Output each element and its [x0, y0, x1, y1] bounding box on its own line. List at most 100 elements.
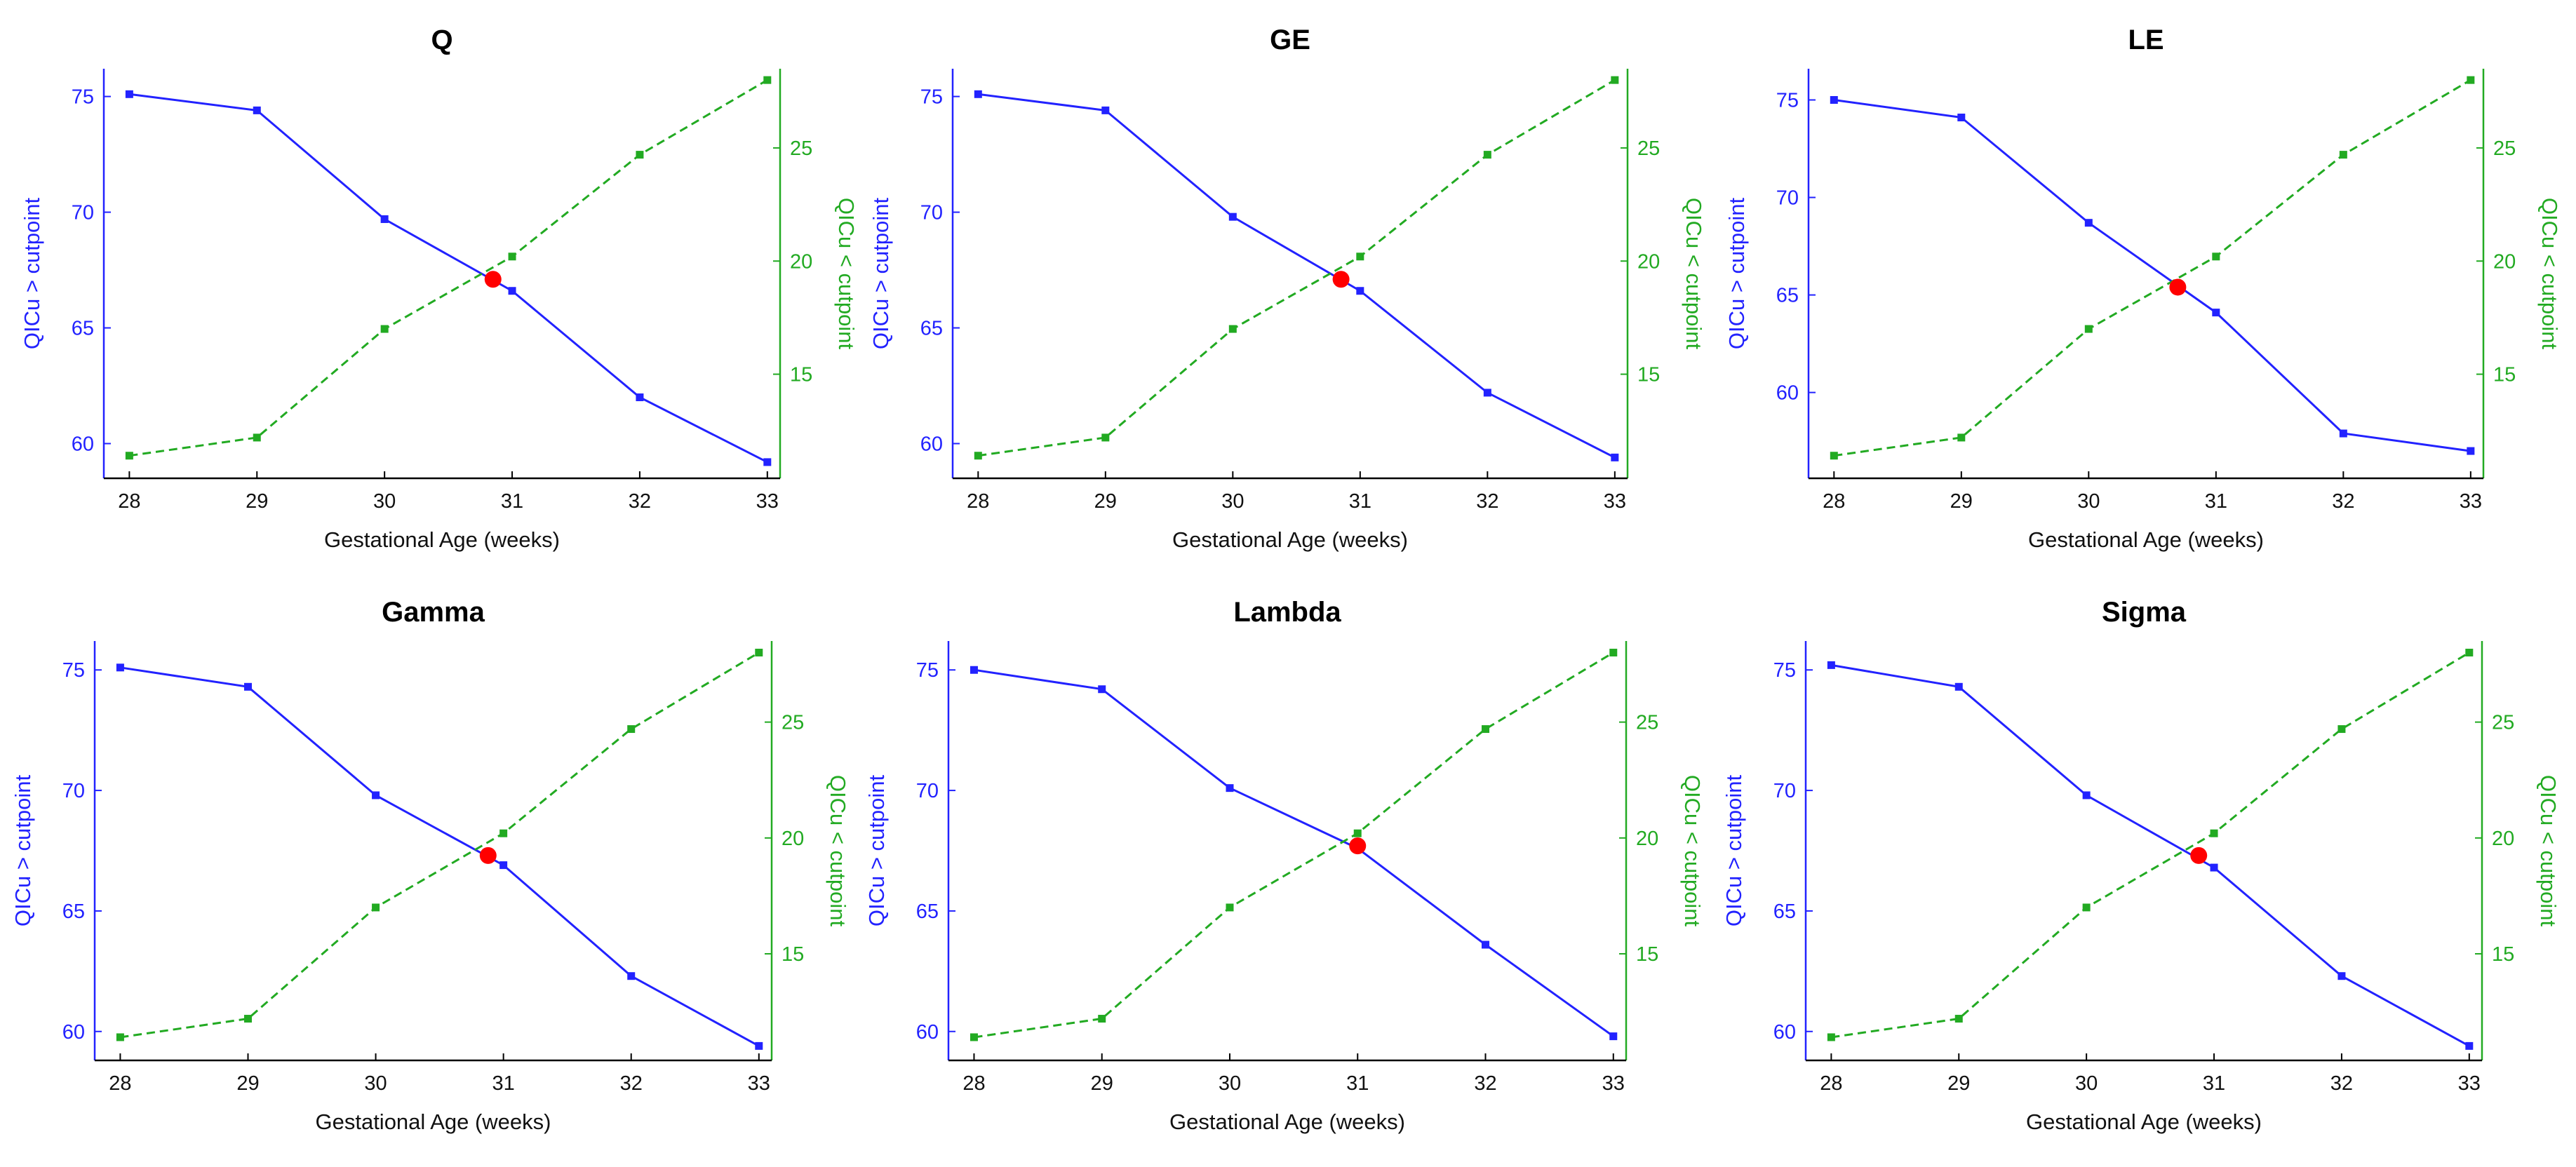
right-series-point: [2210, 829, 2218, 837]
right-series-point: [2339, 151, 2347, 159]
left-y-tick-label: 70: [916, 780, 939, 802]
left-y-tick-label: 60: [920, 433, 943, 456]
left-series-point: [763, 458, 772, 466]
right-series-point: [1611, 76, 1619, 84]
x-tick-label: 28: [1823, 490, 1845, 513]
x-tick-label: 32: [629, 490, 651, 513]
left-series-point: [1827, 661, 1835, 669]
right-series-point: [116, 1033, 124, 1041]
x-tick-label: 29: [1091, 1072, 1113, 1095]
right-series-point: [499, 829, 508, 837]
right-series-point: [1830, 452, 1838, 460]
x-tick-label: 29: [246, 490, 268, 513]
right-series-point: [508, 252, 516, 261]
x-tick-label: 33: [1602, 1072, 1625, 1095]
right-y-axis-label: QICu < cutpoint: [2537, 198, 2562, 350]
right-y-tick-label: 15: [781, 943, 804, 966]
right-series-point: [1957, 433, 1966, 442]
left-y-axis-label: QICu > cutpoint: [20, 197, 44, 349]
right-series-point: [970, 1033, 978, 1041]
left-series-point: [1954, 682, 1963, 691]
chart-title: Lambda: [1233, 597, 1341, 628]
left-series-point: [1611, 453, 1619, 461]
right-series-point: [2465, 649, 2474, 657]
x-tick-label: 32: [1474, 1072, 1496, 1095]
x-tick-label: 31: [1346, 1072, 1369, 1095]
x-tick-label: 32: [2332, 490, 2354, 513]
chart-title: Sigma: [2102, 597, 2187, 628]
right-y-tick-label: 20: [790, 250, 812, 273]
x-tick-label: 28: [967, 490, 989, 513]
left-series-line: [129, 93, 768, 464]
crossing-point-marker: [479, 846, 497, 864]
left-y-tick-label: 70: [1776, 187, 1799, 210]
right-series-line: [1834, 79, 2471, 457]
chart-panel: Lambda 28 29 30 31 32 33 Gestational Age (weeks…: [864, 597, 1705, 1134]
left-series-point: [1101, 106, 1110, 114]
right-series-point: [2084, 325, 2093, 333]
x-tick-label: 33: [1604, 490, 1626, 513]
x-tick-label: 32: [2330, 1072, 2353, 1095]
x-axis-label: Gestational Age (weeks): [1172, 527, 1408, 552]
right-y-tick-label: 20: [1637, 250, 1660, 273]
right-y-tick-label: 15: [790, 364, 812, 386]
left-series-point: [116, 663, 124, 672]
left-series-point: [2212, 309, 2220, 317]
right-series-point: [974, 452, 982, 460]
right-series-point: [2212, 252, 2220, 261]
left-series-line: [978, 93, 1616, 459]
left-y-axis-label: QICu > cutpoint: [1724, 197, 1749, 349]
left-series-point: [627, 972, 636, 980]
right-series-point: [636, 151, 644, 159]
left-series-line: [974, 668, 1614, 1037]
left-series-point: [2084, 219, 2093, 227]
right-series-point: [380, 325, 389, 333]
left-series-point: [2337, 972, 2346, 980]
x-tick-label: 33: [748, 1072, 770, 1095]
right-y-tick-label: 25: [2492, 712, 2514, 734]
left-series-point: [1830, 95, 1838, 104]
right-series-point: [243, 1015, 252, 1023]
right-series-point: [1954, 1015, 1963, 1023]
x-tick-label: 31: [501, 490, 523, 513]
left-series-point: [1483, 389, 1491, 397]
right-series-line: [974, 652, 1614, 1039]
left-series-point: [755, 1041, 763, 1050]
x-axis-label: Gestational Age (weeks): [315, 1109, 551, 1134]
right-y-tick-label: 25: [790, 137, 812, 160]
right-y-tick-label: 20: [2492, 828, 2514, 850]
right-y-tick-label: 15: [2492, 943, 2514, 966]
left-y-tick-label: 60: [62, 1021, 85, 1044]
x-tick-label: 33: [2458, 1072, 2481, 1095]
right-series-point: [2082, 903, 2091, 912]
left-series-point: [372, 791, 380, 800]
right-series-point: [1356, 252, 1364, 261]
crossing-point-marker: [2169, 278, 2187, 296]
right-y-tick-label: 20: [781, 828, 804, 850]
left-y-axis-label: QICu > cutpoint: [864, 774, 889, 926]
left-series-point: [1098, 685, 1106, 694]
left-series-point: [2210, 863, 2218, 872]
left-series-line: [120, 666, 760, 1047]
chart-panel: Sigma 28 29 30 31 32 33 Gestational Age (weeks)…: [1722, 597, 2561, 1134]
x-tick-label: 29: [1950, 490, 1973, 513]
left-series-point: [1228, 213, 1237, 221]
left-series-point: [970, 666, 978, 674]
left-y-tick-label: 70: [1773, 780, 1796, 802]
right-y-tick-label: 15: [2493, 364, 2516, 386]
right-series-point: [253, 433, 261, 442]
right-series-point: [1483, 151, 1491, 159]
chart-panel: Q 28 29 30 31 32 33 Gestational Age (weeks) 60 65…: [20, 25, 859, 552]
left-y-tick-label: 65: [72, 318, 94, 340]
right-series-point: [755, 649, 763, 657]
crossing-point-marker: [484, 271, 502, 288]
right-y-axis-label: QICu < cutpoint: [834, 198, 859, 350]
left-y-axis-label: QICu > cutpoint: [1722, 774, 1746, 926]
x-tick-label: 28: [118, 490, 140, 513]
left-series-point: [499, 861, 508, 870]
chart-title: Q: [431, 25, 452, 55]
right-series-point: [1101, 433, 1110, 442]
left-series-line: [1831, 663, 2470, 1047]
right-series-line: [1831, 652, 2470, 1039]
